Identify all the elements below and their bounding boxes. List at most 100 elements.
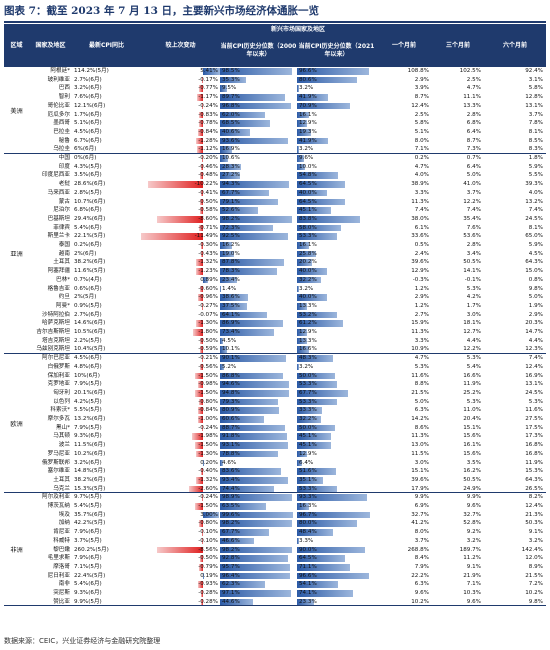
pct2000-value: 52.6% [222, 207, 240, 214]
pct2000-bar [220, 563, 290, 571]
region-separator [4, 492, 546, 494]
change-cell: -0.96% [141, 293, 220, 302]
pct2021-cell: 41.9% [297, 93, 376, 102]
one-month-ago: 7.4% [414, 207, 429, 214]
pct2021-cell: 70.9% [297, 102, 376, 111]
pct2021-value: 12.9% [299, 329, 317, 335]
table-row: 乌克兰 15.3%(5月) -2.60% 74.4% 53.3% 17.9% 24.9% 26… [29, 485, 546, 494]
six-months-ago: 13.2% [525, 198, 543, 205]
three-months-ago: 2.8% [466, 111, 481, 118]
pct2021-value: 80.0% [299, 520, 317, 527]
one-month-ago: 2.9% [414, 76, 429, 83]
three-months-ago: 6.8% [466, 120, 481, 127]
three-months-ago: 52.8% [463, 520, 481, 527]
change-bar [200, 468, 203, 475]
change-bar [198, 85, 203, 93]
change-bar [196, 137, 203, 145]
change-bar [156, 215, 203, 223]
cpi-value: 12.1%(6月) [74, 102, 106, 109]
six-months-ago: 142.4% [521, 546, 543, 553]
change-cell: -0.59% [141, 345, 220, 354]
pct2000-bar [220, 224, 273, 232]
pct2000-value: 98.5% [222, 68, 240, 74]
change-bar [197, 416, 203, 423]
region-separator [4, 605, 546, 607]
change-bar [198, 563, 203, 571]
cpi-value: 9.7%(5月) [74, 494, 102, 501]
six-months-ago: 21.3% [525, 511, 543, 518]
pct2000-cell: 96.8% [220, 102, 297, 111]
pct2021-cell: 96.6% [297, 67, 376, 76]
table-row: 尼泊尔 6.8%(6月) -0.58% 52.6% 45.1% 7.4% 7.4% 7.4% [29, 206, 546, 215]
table-row: 阿尔巴尼亚 4.5%(6月) -0.21% 90.1% 48.3% 4.7% 5.3% 7.4… [29, 354, 546, 363]
cpi-value: 7.9%(5月) [74, 381, 102, 388]
six-months-ago: 13.1% [525, 381, 543, 388]
pct2000-bar [220, 503, 267, 510]
three-months-ago: -0.1% [464, 276, 481, 283]
pct2000-value: 46.6% [222, 537, 240, 544]
pct2000-value: 23.4% [222, 276, 240, 283]
three-months-ago: 10.3% [463, 590, 481, 596]
table-row: 印度尼西亚 3.5%(6月) -0.48% 27.2% 54.8% 4.0% 5.0% 5.5… [29, 171, 546, 180]
table-row: 赞比亚 9.9%(5月) -0.28% 44.6% 23.3% 10.2% 9.6% 9.8% [29, 598, 546, 607]
pct2021-cell: 64.5% [297, 198, 376, 207]
country-name: 哈萨克斯坦 [42, 320, 70, 327]
pct2000-cell: 98.2% [220, 215, 297, 224]
pct2000-bar [220, 529, 270, 536]
pct2021-bar [297, 294, 327, 301]
pct2000-value: 79.1% [222, 198, 240, 205]
one-month-ago: 8.6% [414, 424, 429, 431]
table-row: 塔吉克斯坦 2.2%(5月) -0.50% 4.5% 13.3% 3.3% 4.4% 4.4% [29, 337, 546, 346]
change-value: -0.28% [198, 598, 218, 605]
country-name: 黑山* [56, 424, 70, 431]
pct2000-cell: 38.6% [220, 293, 297, 302]
three-months-ago: 9.6% [466, 598, 481, 605]
six-months-ago: 12.8% [525, 94, 543, 101]
region-label: 欧洲 [4, 354, 29, 494]
country-name: 以色列 [53, 398, 70, 405]
country-name: 尼日利亚 [47, 572, 70, 579]
cpi-value: 0%(6月) [74, 155, 97, 161]
cpi-value: 14.8%(5月) [74, 468, 106, 475]
pct2000-bar [220, 459, 224, 467]
pct2000-cell: 5.2% [220, 363, 297, 372]
cpi-value: 4.5%(6月) [74, 355, 102, 362]
pct2021-bar [297, 276, 322, 284]
change-cell: -0.41% [141, 189, 220, 198]
pct2021-value: 32.2% [299, 276, 317, 283]
pct2000-bar [220, 189, 270, 197]
region-separator [4, 353, 546, 355]
six-months-ago: 24.5% [525, 389, 543, 396]
change-bar [198, 407, 203, 414]
pct2021-cell: 96.7% [297, 511, 376, 520]
change-cell: -1.00% [141, 415, 220, 424]
header-country: 国家及地区 [29, 24, 72, 67]
change-cell: -0.84% [141, 128, 220, 137]
pct2021-cell: 53.3% [297, 232, 376, 241]
pct2021-value: 64.5% [299, 198, 317, 205]
pct2000-value: 96.8% [222, 102, 240, 109]
cpi-value: 6.8%(6月) [74, 207, 102, 214]
pct2021-cell: 53.2% [297, 311, 376, 320]
three-months-ago: 15.6% [463, 450, 481, 457]
one-month-ago: 11.6% [411, 372, 429, 379]
change-cell: -0.24% [141, 102, 220, 111]
change-cell: -0.28% [141, 589, 220, 598]
pct2000-cell: 79.1% [220, 198, 297, 207]
change-value: -1.50% [198, 372, 218, 379]
pct2021-cell: 3.2% [297, 285, 376, 294]
pct2000-cell: 28.3% [220, 163, 297, 172]
pct2000-value: 10.1% [222, 346, 240, 353]
pct2000-cell: 10.1% [220, 345, 297, 354]
cpi-value: 5.4%(6月) [74, 224, 102, 231]
six-months-ago: 8.3% [528, 146, 543, 153]
six-months-ago: 17.3% [525, 433, 543, 440]
pct2021-bar [297, 389, 348, 397]
change-bar [201, 102, 203, 110]
six-months-ago: 5.5% [528, 172, 543, 179]
one-month-ago: 2.7% [414, 311, 429, 318]
table-row: 约旦 2%(5月) -0.96% 38.6% 40.0% 2.9% 4.2% 5.0% [29, 293, 546, 302]
change-value: -0.43% [198, 250, 218, 257]
pct2000-value: 87.8% [222, 259, 240, 266]
change-value: -8.56% [198, 546, 218, 553]
